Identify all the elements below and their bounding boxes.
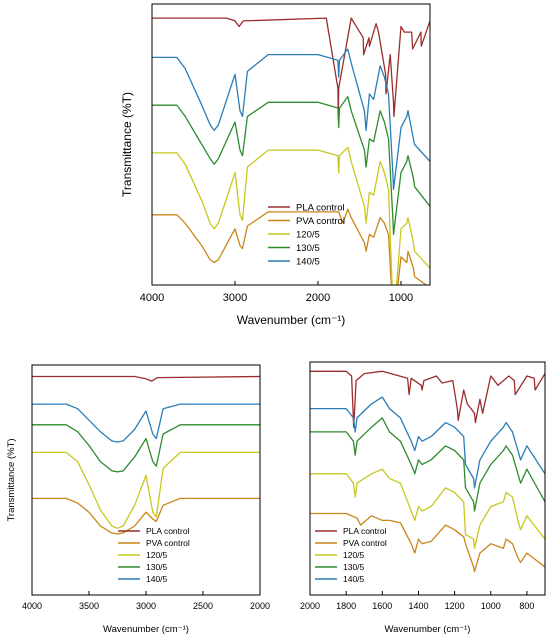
series-line-4	[32, 403, 260, 443]
x-tick-label: 800	[519, 601, 534, 611]
series-line-0	[152, 17, 430, 118]
series-line-4	[152, 48, 430, 191]
series-line-2	[152, 146, 430, 285]
legend-label: 140/5	[146, 574, 168, 584]
x-tick-label: 3000	[223, 292, 247, 304]
legend-label: PVA control	[146, 538, 190, 548]
y-axis-label: Transmittance (%T)	[120, 92, 134, 197]
x-tick-label: 4000	[140, 292, 164, 304]
series-line-0	[310, 370, 545, 428]
x-tick-label: 3000	[136, 601, 156, 611]
legend-label: PVA control	[343, 538, 387, 548]
plot-area	[32, 375, 260, 535]
chart-high: 4000 3500 3000 2500 2000 Wavenumber (cm⁻¹) Tra…	[6, 364, 270, 635]
plot-frame	[309, 361, 546, 596]
series-line-0	[32, 375, 260, 382]
legend-label: 130/5	[296, 243, 320, 254]
series-line-4	[310, 396, 545, 489]
x-tick-label: 3500	[79, 601, 99, 611]
plot-area	[152, 17, 430, 285]
series-line-3	[310, 417, 545, 512]
plot-frame	[151, 3, 431, 286]
chart-full: 4000 3000 2000 1000 Wavenumber (cm⁻¹) Transmi…	[120, 3, 431, 327]
x-axis-label: Wavenumber (cm⁻¹)	[103, 624, 189, 635]
legend-label: 120/5	[296, 229, 320, 240]
legend: PLA control PVA control 120/5 130/5 140/5	[268, 202, 345, 267]
series-line-3	[152, 96, 430, 236]
legend-label: PLA control	[296, 202, 345, 213]
x-tick-label: 1800	[336, 601, 356, 611]
legend-label: 120/5	[343, 550, 365, 560]
x-tick-label: 2500	[193, 601, 213, 611]
plot-frame	[31, 364, 261, 596]
x-axis-label: Wavenumber (cm⁻¹)	[385, 624, 471, 635]
chart-low: 2000 1800 1600 1400 1200 1000 800 Wavenumber (c…	[300, 361, 546, 635]
legend-label: PLA control	[343, 526, 387, 536]
legend: PLA control PVA control 120/5 130/5 140/5	[315, 526, 387, 584]
x-tick-label: 1000	[389, 292, 413, 304]
x-tick-label: 1000	[481, 601, 501, 611]
x-tick-label: 1600	[372, 601, 392, 611]
legend-label: 140/5	[343, 574, 365, 584]
x-tick-label: 2000	[250, 601, 270, 611]
plot-area	[310, 370, 545, 573]
series-line-2	[310, 468, 545, 550]
series-line-3	[32, 424, 260, 473]
x-tick-label: 4000	[22, 601, 42, 611]
x-tick-label: 1400	[408, 601, 428, 611]
x-tick-label: 2000	[306, 292, 330, 304]
legend-label: 130/5	[146, 562, 168, 572]
legend-label: 140/5	[296, 256, 320, 267]
x-axis-label: Wavenumber (cm⁻¹)	[237, 313, 346, 327]
x-tick-label: 2000	[300, 601, 320, 611]
y-axis-label: Transmittance (%T)	[6, 438, 17, 521]
legend-label: 130/5	[343, 562, 365, 572]
series-line-1	[32, 497, 260, 535]
legend-label: 120/5	[146, 550, 168, 560]
series-line-2	[32, 451, 260, 529]
legend-label: PLA control	[146, 526, 190, 536]
series-line-1	[310, 512, 545, 573]
legend-label: PVA control	[296, 216, 345, 227]
legend: PLA control PVA control 120/5 130/5 140/5	[118, 526, 190, 584]
series-line-1	[152, 208, 428, 285]
x-tick-label: 1200	[445, 601, 465, 611]
